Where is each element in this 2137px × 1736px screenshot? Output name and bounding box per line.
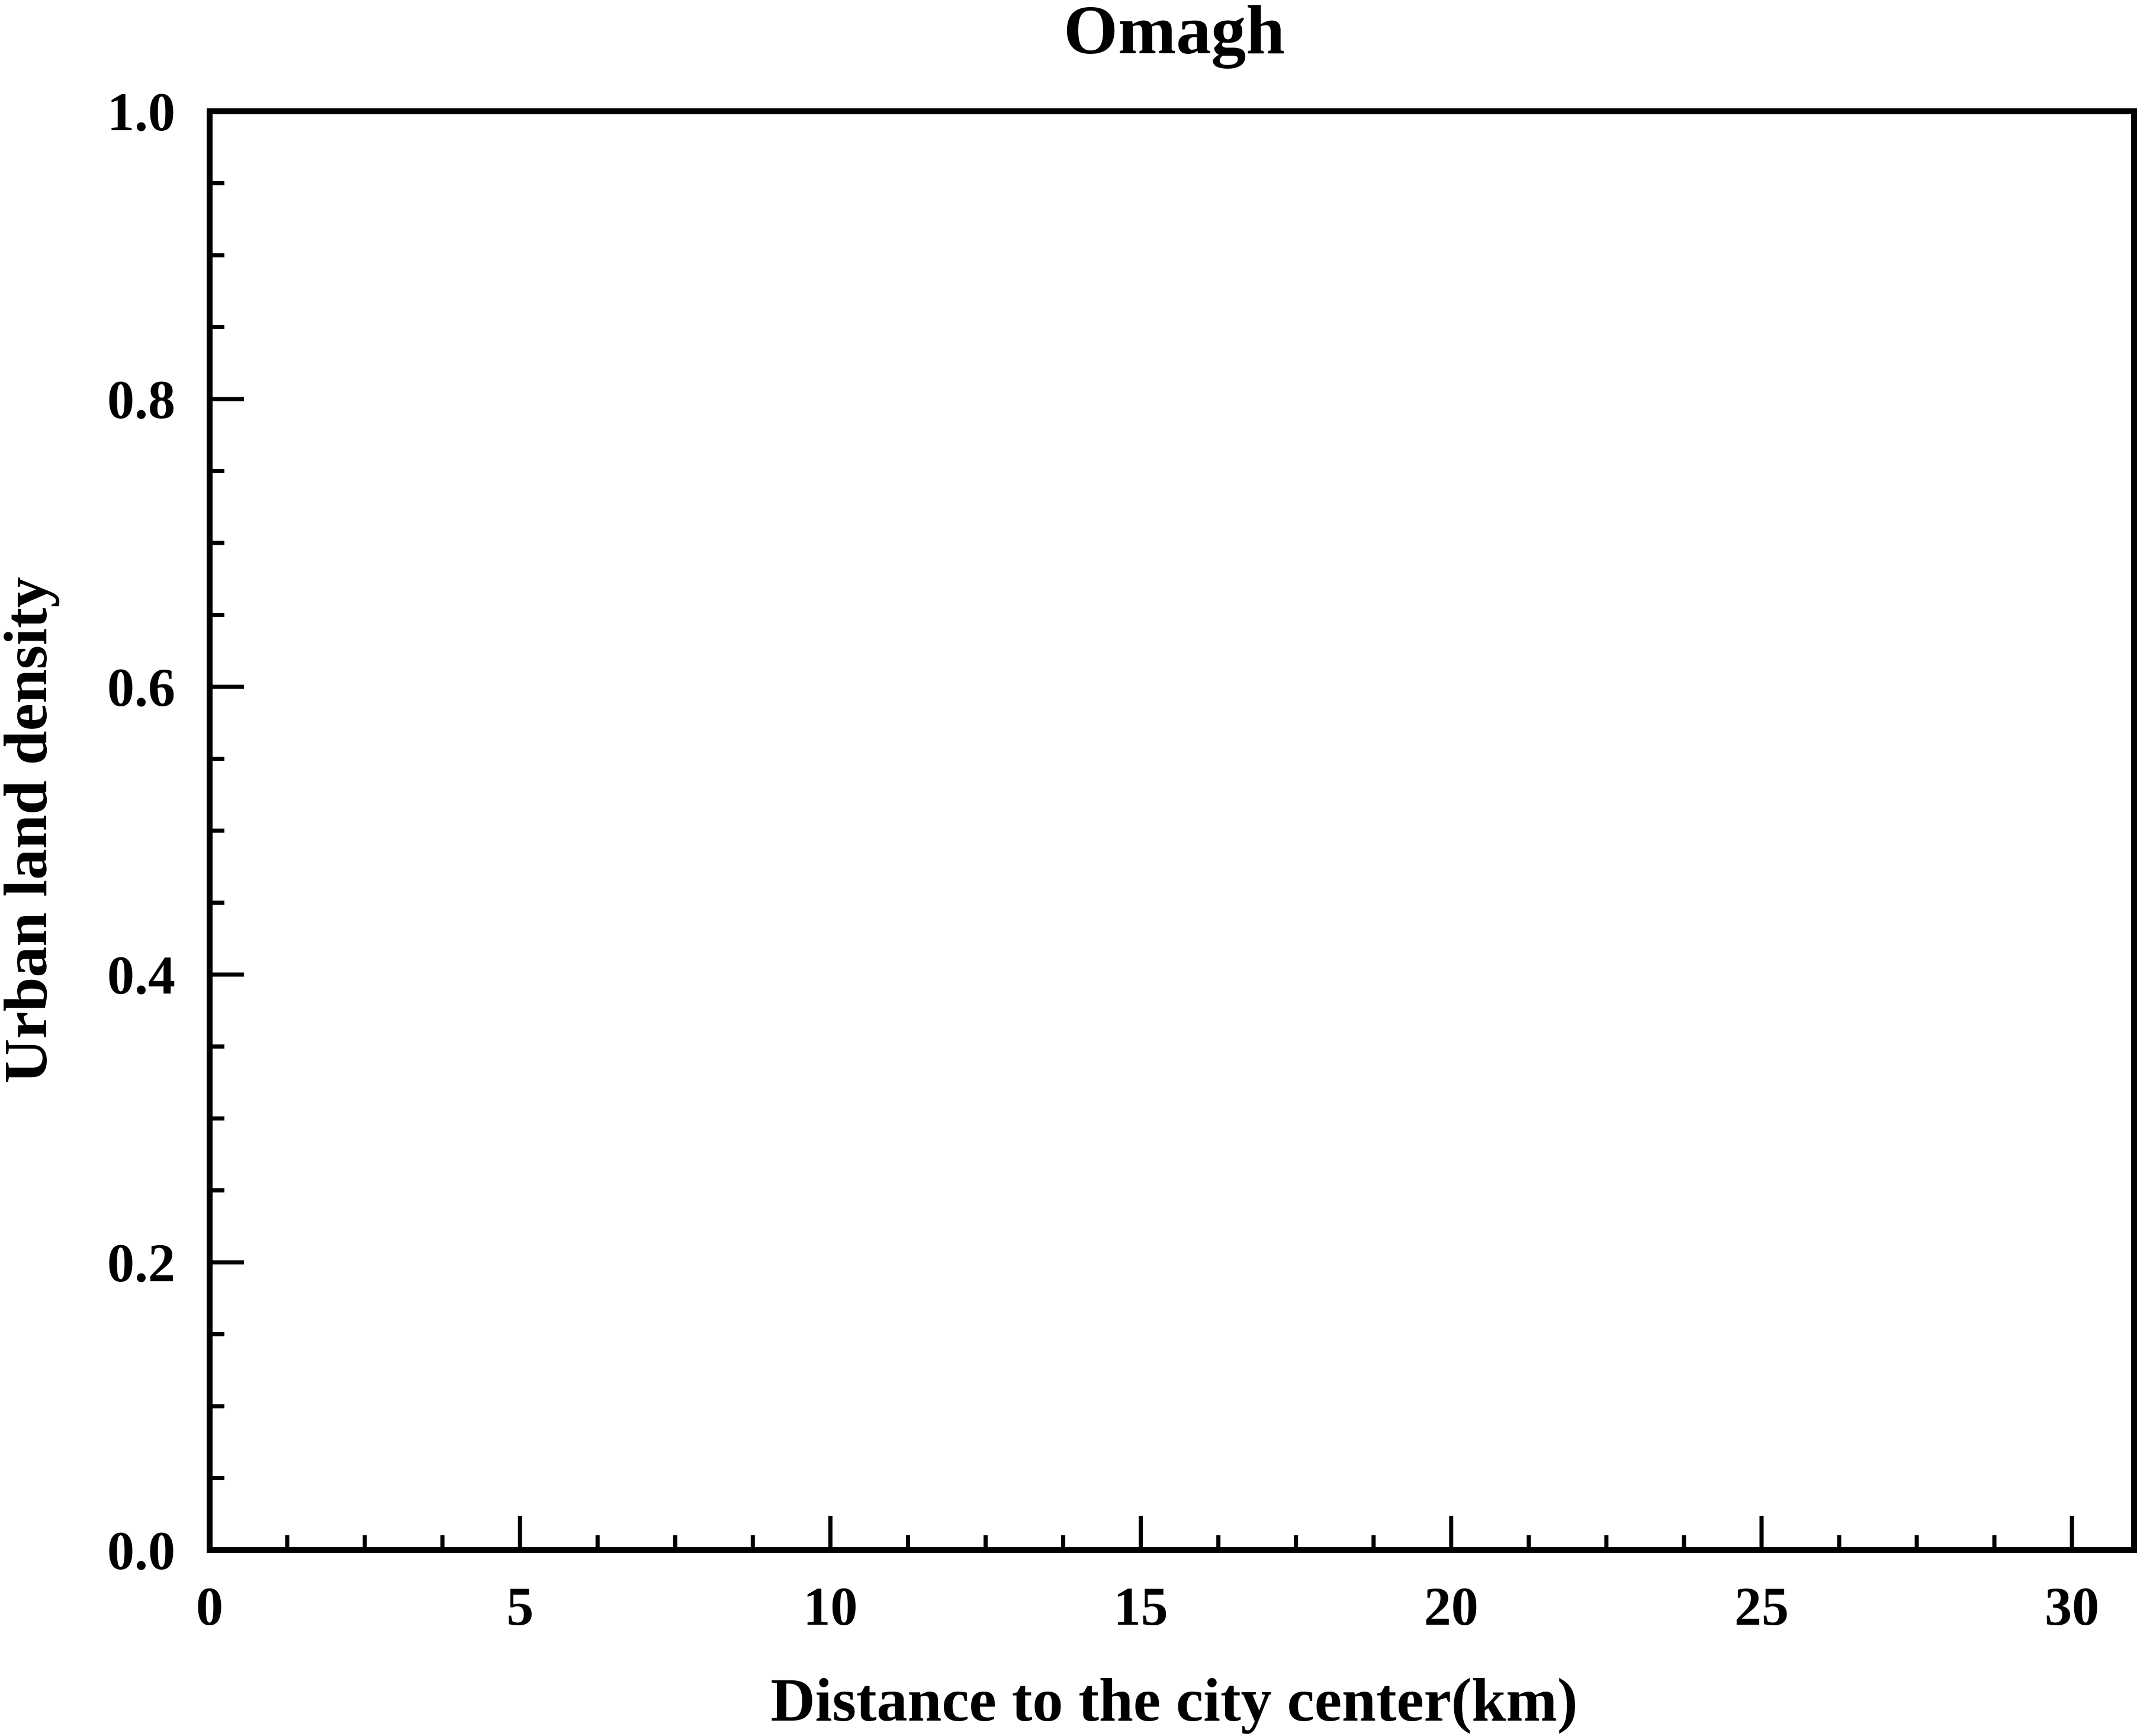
x-axis: 0 5 10 15 20 25 30 bbox=[196, 1516, 2099, 1637]
x-tick-label: 0 bbox=[196, 1576, 223, 1637]
x-tick-label: 30 bbox=[2045, 1576, 2099, 1637]
y-tick-label: 0.8 bbox=[107, 369, 175, 430]
y-tick-label: 0.0 bbox=[107, 1520, 175, 1581]
x-tick-label: 10 bbox=[803, 1576, 857, 1637]
x-tick-label: 15 bbox=[1114, 1576, 1168, 1637]
x-tick-label: 5 bbox=[506, 1576, 534, 1637]
y-tick-label: 0.2 bbox=[107, 1233, 175, 1293]
x-tick-label: 25 bbox=[1734, 1576, 1789, 1637]
y-tick-label: 0.4 bbox=[107, 945, 175, 1005]
y-axis: 0.0 0.2 0.4 0.6 0.8 1.0 bbox=[107, 82, 244, 1581]
y-tick-label: 0.6 bbox=[107, 657, 175, 718]
x-tick-label: 20 bbox=[1424, 1576, 1479, 1637]
chart-title: Omagh bbox=[1063, 0, 1285, 69]
y-axis-label: Urban land density bbox=[0, 577, 60, 1083]
y-tick-label: 1.0 bbox=[107, 82, 175, 142]
x-axis-label: Distance to the city center(km) bbox=[770, 1666, 1577, 1734]
